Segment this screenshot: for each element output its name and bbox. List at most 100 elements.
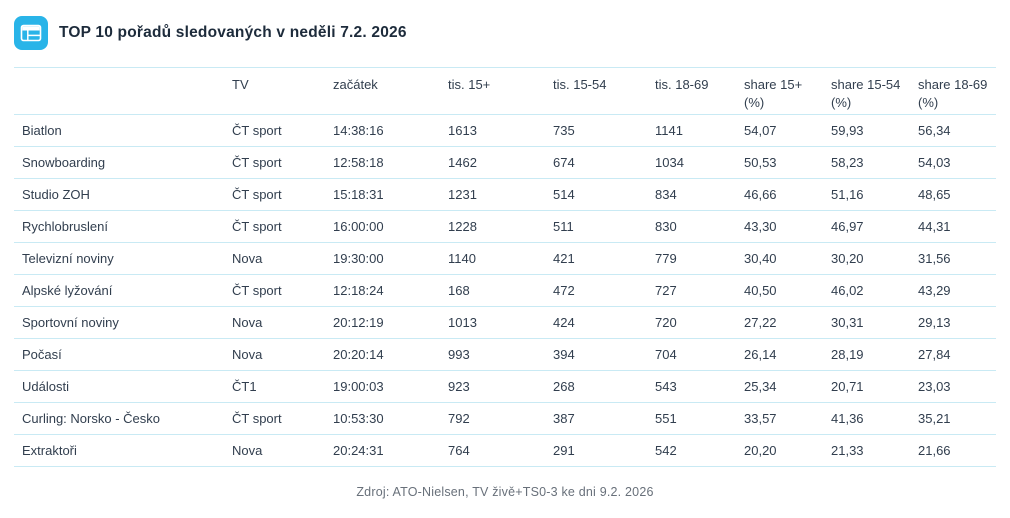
value-cell: 511 xyxy=(553,210,655,243)
value-cell: 43,30 xyxy=(744,210,831,243)
table-row: Alpské lyžování ČT sport 12:18:24 168 472 727… xyxy=(14,274,996,307)
value-cell: 46,97 xyxy=(831,210,918,243)
table-row: Extraktoři Nova 20:24:31 764 291 542 20,20 21,3… xyxy=(14,434,996,467)
value-cell: 1613 xyxy=(448,114,553,147)
value-cell: 421 xyxy=(553,242,655,275)
value-cell: ČT1 xyxy=(232,370,333,403)
value-cell: 830 xyxy=(655,210,744,243)
value-cell: Nova xyxy=(232,242,333,275)
value-cell: 720 xyxy=(655,306,744,339)
value-cell: 543 xyxy=(655,370,744,403)
col-header-5: tis. 18-69 xyxy=(655,67,744,115)
table-row: Televizní noviny Nova 19:30:00 1140 421 779 30… xyxy=(14,242,996,275)
value-cell: 28,19 xyxy=(831,338,918,371)
value-cell: 674 xyxy=(553,146,655,179)
program-cell: Alpské lyžování xyxy=(14,274,232,307)
value-cell: 1231 xyxy=(448,178,553,211)
value-cell: 46,66 xyxy=(744,178,831,211)
value-cell: 19:30:00 xyxy=(333,242,448,275)
value-cell: 20,71 xyxy=(831,370,918,403)
program-cell: Biatlon xyxy=(14,114,232,147)
program-cell: Rychlobruslení xyxy=(14,210,232,243)
value-cell: 58,23 xyxy=(831,146,918,179)
value-cell: 46,02 xyxy=(831,274,918,307)
value-cell: 30,31 xyxy=(831,306,918,339)
value-cell: 50,53 xyxy=(744,146,831,179)
table-row: Počasí Nova 20:20:14 993 394 704 26,14 28,19 27,… xyxy=(14,338,996,371)
table-row: Snowboarding ČT sport 12:58:18 1462 674 1034 5… xyxy=(14,146,996,179)
source-note: Zdroj: ATO-Nielsen, TV živě+TS0-3 ke dni… xyxy=(356,485,654,499)
value-cell: 54,03 xyxy=(918,146,996,179)
value-cell: ČT sport xyxy=(232,146,333,179)
col-header-program xyxy=(14,67,232,115)
value-cell: 56,34 xyxy=(918,114,996,147)
table-row: Biatlon ČT sport 14:38:16 1613 735 1141 54,07 5… xyxy=(14,114,996,147)
value-cell: 542 xyxy=(655,434,744,467)
program-cell: Studio ZOH xyxy=(14,178,232,211)
value-cell: 1228 xyxy=(448,210,553,243)
value-cell: 923 xyxy=(448,370,553,403)
value-cell: 40,50 xyxy=(744,274,831,307)
value-cell: Nova xyxy=(232,306,333,339)
program-cell: Curling: Norsko - Česko xyxy=(14,402,232,435)
value-cell: 33,57 xyxy=(744,402,831,435)
value-cell: 704 xyxy=(655,338,744,371)
value-cell: 1462 xyxy=(448,146,553,179)
program-cell: Počasí xyxy=(14,338,232,371)
col-header-6: share 15+ (%) xyxy=(744,67,831,115)
figure-title: TOP 10 pořadů sledovaných v neděli 7.2. … xyxy=(59,24,407,41)
col-header-2: začátek xyxy=(333,67,448,115)
col-header-7: share 15-54 (%) xyxy=(831,67,918,115)
table-icon xyxy=(14,16,48,50)
value-cell: 27,84 xyxy=(918,338,996,371)
table-head-row: TV začátek tis. 15+ tis. 15-54 tis. 18-69 sha… xyxy=(14,67,996,115)
value-cell: ČT sport xyxy=(232,210,333,243)
value-cell: 51,16 xyxy=(831,178,918,211)
value-cell: 41,36 xyxy=(831,402,918,435)
value-cell: 43,29 xyxy=(918,274,996,307)
value-cell: Nova xyxy=(232,434,333,467)
figure-header: TOP 10 pořadů sledovaných v neděli 7.2. … xyxy=(0,0,1010,53)
value-cell: 29,13 xyxy=(918,306,996,339)
value-cell: 16:00:00 xyxy=(333,210,448,243)
value-cell: 12:18:24 xyxy=(333,274,448,307)
value-cell: 472 xyxy=(553,274,655,307)
program-cell: Snowboarding xyxy=(14,146,232,179)
value-cell: 779 xyxy=(655,242,744,275)
value-cell: 20:20:14 xyxy=(333,338,448,371)
value-cell: 10:53:30 xyxy=(333,402,448,435)
col-header-4: tis. 15-54 xyxy=(553,67,655,115)
value-cell: 27,22 xyxy=(744,306,831,339)
value-cell: 424 xyxy=(553,306,655,339)
col-header-3: tis. 15+ xyxy=(448,67,553,115)
col-header-1: TV xyxy=(232,67,333,115)
value-cell: ČT sport xyxy=(232,178,333,211)
ratings-table: TV začátek tis. 15+ tis. 15-54 tis. 18-69 sha… xyxy=(14,67,996,467)
value-cell: 168 xyxy=(448,274,553,307)
value-cell: 764 xyxy=(448,434,553,467)
value-cell: 993 xyxy=(448,338,553,371)
value-cell: 44,31 xyxy=(918,210,996,243)
value-cell: Nova xyxy=(232,338,333,371)
value-cell: 1034 xyxy=(655,146,744,179)
value-cell: 21,33 xyxy=(831,434,918,467)
value-cell: 15:18:31 xyxy=(333,178,448,211)
program-cell: Sportovní noviny xyxy=(14,306,232,339)
value-cell: 1140 xyxy=(448,242,553,275)
value-cell: 514 xyxy=(553,178,655,211)
table-row: Sportovní noviny Nova 20:12:19 1013 424 720 27… xyxy=(14,306,996,339)
value-cell: 727 xyxy=(655,274,744,307)
table-body: Biatlon ČT sport 14:38:16 1613 735 1141 54,07 5… xyxy=(14,114,996,467)
value-cell: 35,21 xyxy=(918,402,996,435)
table-row: Studio ZOH ČT sport 15:18:31 1231 514 834 46,6… xyxy=(14,178,996,211)
value-cell: 1013 xyxy=(448,306,553,339)
value-cell: 30,20 xyxy=(831,242,918,275)
table-row: Rychlobruslení ČT sport 16:00:00 1228 511 830… xyxy=(14,210,996,243)
value-cell: 21,66 xyxy=(918,434,996,467)
table-row: Curling: Norsko - Česko ČT sport 10:53:30 7… xyxy=(14,402,996,435)
table-row: Události ČT1 19:00:03 923 268 543 25,34 20,71 23… xyxy=(14,370,996,403)
value-cell: 1141 xyxy=(655,114,744,147)
program-cell: Extraktoři xyxy=(14,434,232,467)
value-cell: 26,14 xyxy=(744,338,831,371)
value-cell: 31,56 xyxy=(918,242,996,275)
